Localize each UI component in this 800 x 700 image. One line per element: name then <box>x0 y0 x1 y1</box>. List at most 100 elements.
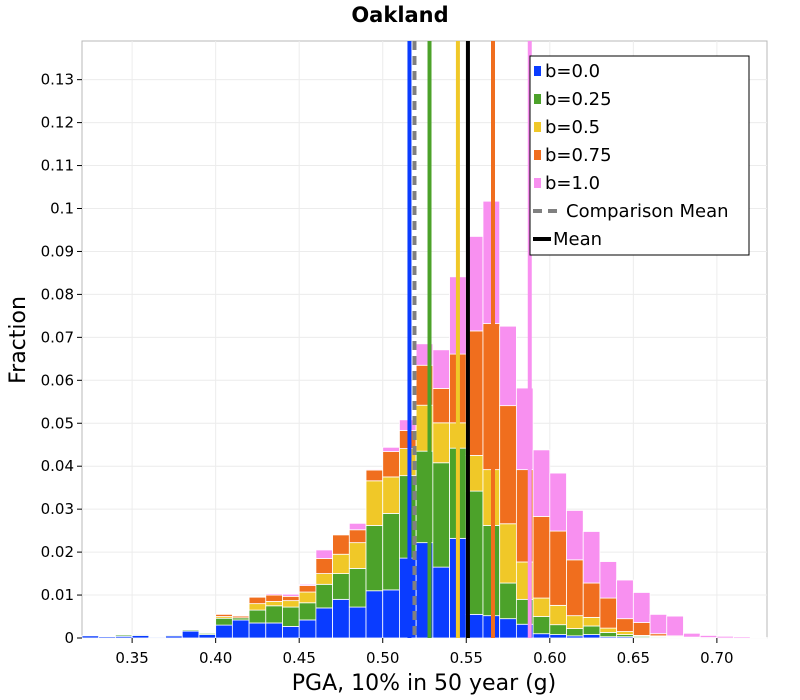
bar-segment <box>298 585 317 593</box>
bar-segment <box>599 597 618 629</box>
bar-segment <box>582 634 601 639</box>
bar-segment <box>265 605 283 624</box>
chart-title: Oakland <box>351 3 448 27</box>
legend-swatch <box>534 94 541 104</box>
y-tick-label: 0.07 <box>41 328 74 346</box>
x-tick-label: 0.70 <box>700 649 733 667</box>
bar-segment <box>616 631 634 635</box>
bar-segment <box>549 472 567 532</box>
bar-segment <box>432 462 450 568</box>
legend-label: b=1.0 <box>545 173 600 194</box>
x-tick-label: 0.45 <box>282 649 315 667</box>
bar-segment <box>298 619 317 639</box>
bar-segment <box>332 553 350 574</box>
y-tick-label: 0.12 <box>41 114 74 132</box>
bar-segment <box>365 468 384 471</box>
bar-segment <box>131 634 150 636</box>
bar-segment <box>549 530 567 606</box>
bar-segment <box>382 446 400 452</box>
bar-segment <box>315 558 334 574</box>
bar-segment <box>348 522 367 531</box>
y-tick-label: 0.06 <box>41 371 74 389</box>
legend: b=0.0 b=0.25 b=0.5 b=0.75 b=1.0 Comparison Me… <box>529 55 750 256</box>
bar-segment <box>716 635 734 639</box>
bar-segment <box>332 534 350 555</box>
x-tick-label: 0.35 <box>115 649 148 667</box>
bar-segment <box>165 634 183 637</box>
bar-segment <box>298 602 317 621</box>
bar-segment <box>215 613 233 617</box>
y-tick-label: 0.01 <box>41 586 74 604</box>
bars <box>81 200 768 639</box>
bar-segment <box>582 582 601 618</box>
bar-segment <box>532 616 551 635</box>
bar-segment <box>365 525 384 592</box>
x-tick-label: 0.65 <box>617 649 650 667</box>
legend-label: b=0.75 <box>545 145 612 166</box>
bar-segment <box>599 627 618 633</box>
x-tick-label: 0.40 <box>199 649 232 667</box>
y-tick-label: 0.05 <box>41 414 74 432</box>
x-axis-ticks: 0.35 0.40 0.45 0.50 0.55 0.60 0.65 0.70 <box>115 638 734 667</box>
y-tick-label: 0.09 <box>41 242 74 260</box>
bar-segment <box>332 598 350 639</box>
y-tick-label: 0.04 <box>41 457 74 475</box>
y-tick-label: 0.13 <box>41 71 74 89</box>
legend-label: b=0.0 <box>545 61 600 82</box>
bar-segment <box>499 405 517 525</box>
bar-segment <box>282 626 300 639</box>
bar-segment <box>148 636 166 639</box>
bar-segment <box>215 624 233 639</box>
bar-segment <box>315 573 334 585</box>
y-axis-ticks: 0 0.01 0.02 0.03 0.04 0.05 0.06 0.07 0.08 0.09 0.1… <box>41 71 82 647</box>
legend-label: b=0.25 <box>545 89 612 110</box>
bar-segment <box>282 593 300 597</box>
bar-segment <box>231 615 250 619</box>
bar-segment <box>432 349 450 389</box>
bar-segment <box>365 469 384 482</box>
bar-segment <box>332 573 350 600</box>
bar-segment <box>382 589 400 639</box>
bar-segment <box>549 634 567 639</box>
legend-swatch <box>534 150 541 160</box>
bar-segment <box>298 583 317 587</box>
bar-segment <box>81 635 100 639</box>
legend-label: Mean <box>553 229 602 250</box>
bar-segment <box>282 595 300 602</box>
bar-segment <box>683 632 701 638</box>
bar-segment <box>98 636 116 639</box>
x-tick-label: 0.55 <box>450 649 483 667</box>
y-tick-label: 0.08 <box>41 285 74 303</box>
bar-segment <box>432 422 450 464</box>
bar-segment <box>582 531 601 584</box>
bar-segment <box>315 607 334 639</box>
bar-segment <box>298 591 317 604</box>
bar-segment <box>215 617 233 626</box>
bar-segment <box>382 476 400 514</box>
bar-segment <box>582 616 601 627</box>
bar-segment <box>499 523 517 584</box>
bar-segment <box>532 449 551 517</box>
bar-segment <box>699 635 718 638</box>
y-tick-label: 0.02 <box>41 543 74 561</box>
bar-segment <box>532 633 551 639</box>
legend-swatch <box>534 178 541 188</box>
bar-segment <box>549 604 567 626</box>
bar-segment <box>632 592 651 623</box>
bar-segment <box>566 559 584 617</box>
bar-segment <box>632 622 651 636</box>
bar-segment <box>566 510 584 561</box>
bar-segment <box>566 628 584 637</box>
bar-segment <box>348 542 367 569</box>
bar-segment <box>348 568 367 608</box>
bar-segment <box>616 579 634 620</box>
bar-segment <box>532 516 551 599</box>
bar-segment <box>616 618 634 632</box>
bar-segment <box>432 566 450 639</box>
y-axis-title: Fraction <box>6 296 31 384</box>
bar-segment <box>666 615 684 637</box>
bar-segment <box>599 561 618 599</box>
bar-segment <box>532 597 551 617</box>
bar-segment <box>282 606 300 627</box>
bar-segment <box>231 619 250 639</box>
